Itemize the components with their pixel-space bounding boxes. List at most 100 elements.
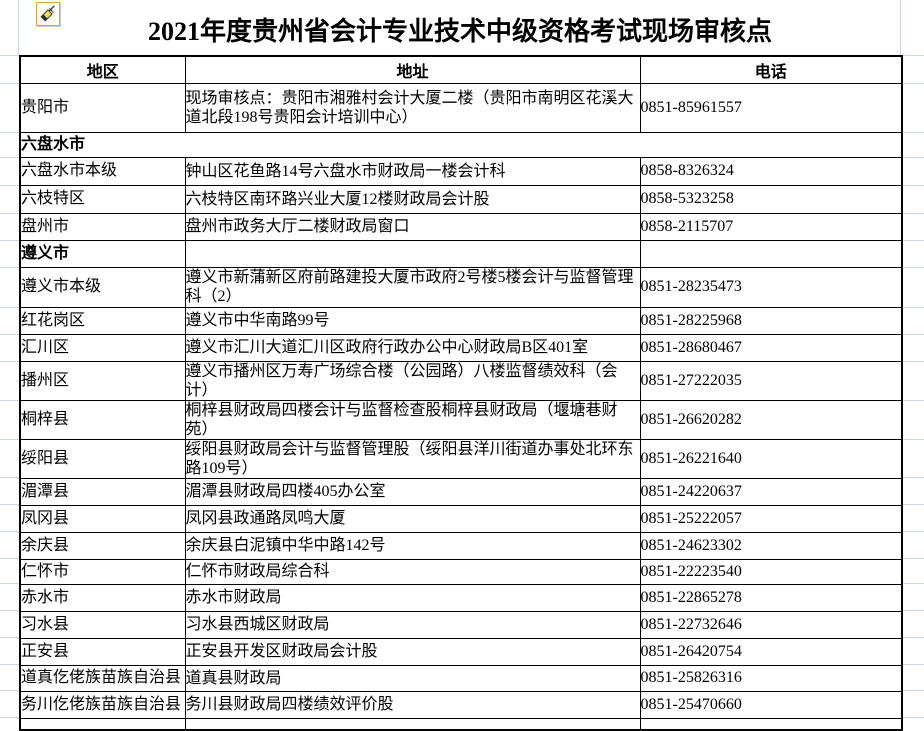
address-cell[interactable]: 务川县财政局四楼绩效评价股 [184, 690, 641, 719]
review-points-table: 地区 地址 电话 贵阳市 现场审核点：贵阳市湘雅村会计大厦二楼（贵阳市南明区花溪大… [19, 55, 903, 731]
gridline [903, 690, 924, 691]
region-cell[interactable]: 红花岗区 [19, 306, 186, 335]
gridline [0, 558, 19, 559]
region-cell[interactable]: 赤水市 [19, 583, 186, 612]
gridline [0, 83, 19, 84]
gridline [0, 334, 19, 335]
region-cell[interactable]: 遵义市 [19, 239, 186, 268]
table-row: 余庆县 余庆县白泥镇中华中路142号 0851-24623302 [19, 531, 903, 560]
table-row: 湄潭县 湄潭县财政局四楼405办公室 0851-24220637 [19, 477, 903, 506]
phone-cell[interactable]: 0851-22732646 [639, 610, 903, 639]
region-cell[interactable]: 湄潭县 [19, 477, 186, 506]
phone-cell[interactable]: 0851-28225968 [639, 306, 903, 335]
address-cell[interactable]: 赤水市财政局 [184, 583, 641, 612]
region-cell[interactable]: 仁怀市 [19, 558, 186, 585]
address-cell[interactable]: 仁怀市财政局综合科 [184, 558, 641, 585]
phone-cell[interactable]: 0851-22223540 [639, 558, 903, 585]
phone-cell[interactable]: 0858-5323258 [639, 184, 903, 214]
region-cell[interactable]: 凤冈县 [19, 504, 186, 533]
address-cell[interactable]: 凤冈县政通路凤鸣大厦 [184, 504, 641, 533]
gridline [903, 185, 924, 186]
region-cell[interactable]: 习水县 [19, 610, 186, 639]
phone-cell[interactable]: 0851-28235473 [639, 266, 903, 308]
table-row: 红花岗区 遵义市中华南路99号 0851-28225968 [19, 306, 903, 335]
gridline [0, 690, 19, 691]
phone-cell[interactable]: 0858-2115707 [639, 212, 903, 241]
region-cell[interactable]: 汇川区 [19, 333, 186, 362]
region-cell[interactable]: 绥阳县 [19, 438, 186, 479]
table-row: 盘州市 盘州市政务大厅二楼财政局窗口 0858-2115707 [19, 212, 903, 241]
section-label[interactable]: 六盘水市 [19, 131, 903, 158]
gridline [903, 240, 924, 241]
address-cell[interactable]: 遵义市新蒲新区府前路建投大厦市政府2号楼5楼会计与监督管理科（2） [184, 266, 641, 308]
phone-cell[interactable]: 0851-25222057 [639, 504, 903, 533]
address-cell[interactable]: 绥阳县财政局会计与监督管理股（绥阳县洋川街道办事处北环东路109号） [184, 438, 641, 479]
empty-cell[interactable] [184, 717, 641, 731]
gridline [0, 400, 19, 401]
address-cell[interactable]: 道真县财政局 [184, 664, 641, 692]
gridline [903, 400, 924, 401]
phone-cell[interactable]: 0851-85961557 [639, 82, 903, 133]
gridline [903, 132, 924, 133]
address-cell[interactable]: 现场审核点：贵阳市湘雅村会计大厦二楼（贵阳市南明区花溪大道北段198号贵阳会计培… [184, 82, 641, 133]
address-cell[interactable]: 习水县西城区财政局 [184, 610, 641, 639]
address-cell[interactable]: 钟山区花鱼路14号六盘水市财政局一楼会计科 [184, 156, 641, 186]
phone-cell[interactable]: 0851-25470660 [639, 690, 903, 719]
column-header-address[interactable]: 地址 [184, 55, 641, 84]
gridline [0, 132, 19, 133]
phone-cell[interactable]: 0851-26420754 [639, 637, 903, 666]
region-cell[interactable]: 贵阳市 [19, 82, 186, 133]
address-cell[interactable]: 桐梓县财政局四楼会计与监督检查股桐梓县财政局（堰塘巷财苑） [184, 399, 641, 440]
address-cell[interactable]: 六枝特区南环路兴业大厦12楼财政局会计股 [184, 184, 641, 214]
region-cell[interactable]: 桐梓县 [19, 399, 186, 440]
gridline [903, 361, 924, 362]
table-row: 赤水市 赤水市财政局 0851-22865278 [19, 583, 903, 612]
gridline [0, 583, 19, 584]
phone-cell[interactable]: 0851-26221640 [639, 438, 903, 479]
phone-cell[interactable] [639, 239, 903, 268]
phone-cell[interactable]: 0851-26620282 [639, 399, 903, 440]
gridline [0, 361, 19, 362]
table-row: 播州区 遵义市播州区万寿广场综合楼（公园路）八楼监督绩效科（会计） 0851-272… [19, 360, 903, 401]
gridline [903, 83, 924, 84]
table-row: 凤冈县 凤冈县政通路凤鸣大厦 0851-25222057 [19, 504, 903, 533]
address-cell[interactable]: 正安县开发区财政局会计股 [184, 637, 641, 666]
address-cell[interactable]: 遵义市汇川大道汇川区政府行政办公中心财政局B区401室 [184, 333, 641, 362]
format-painter-brush-icon[interactable] [36, 2, 60, 26]
gridline [903, 717, 924, 718]
phone-cell[interactable]: 0851-24220637 [639, 477, 903, 506]
address-cell[interactable]: 遵义市中华南路99号 [184, 306, 641, 335]
gridline [903, 583, 924, 584]
phone-cell[interactable]: 0851-27222035 [639, 360, 903, 401]
gridline [0, 213, 19, 214]
column-header-phone[interactable]: 电话 [639, 55, 903, 84]
gridline [903, 558, 924, 559]
phone-cell[interactable]: 0851-28680467 [639, 333, 903, 362]
region-cell[interactable]: 正安县 [19, 637, 186, 666]
region-cell[interactable]: 播州区 [19, 360, 186, 401]
empty-cell[interactable] [19, 717, 186, 731]
gridline [903, 334, 924, 335]
address-cell[interactable]: 盘州市政务大厅二楼财政局窗口 [184, 212, 641, 241]
region-cell[interactable]: 盘州市 [19, 212, 186, 241]
region-cell[interactable]: 道真仡佬族苗族自治县 [19, 664, 186, 692]
phone-cell[interactable]: 0851-25826316 [639, 664, 903, 692]
column-header-region[interactable]: 地区 [19, 55, 186, 84]
region-cell[interactable]: 六枝特区 [19, 184, 186, 214]
phone-cell[interactable]: 0858-8326324 [639, 156, 903, 186]
table-row: 遵义市本级 遵义市新蒲新区府前路建投大厦市政府2号楼5楼会计与监督管理科（2） 08… [19, 266, 903, 308]
region-cell[interactable]: 遵义市本级 [19, 266, 186, 308]
phone-cell[interactable]: 0851-22865278 [639, 583, 903, 612]
address-cell[interactable] [184, 239, 641, 268]
phone-cell[interactable]: 0851-24623302 [639, 531, 903, 560]
empty-cell[interactable] [639, 717, 903, 731]
region-cell[interactable]: 余庆县 [19, 531, 186, 560]
address-cell[interactable]: 湄潭县财政局四楼405办公室 [184, 477, 641, 506]
header-row: 地区 地址 电话 [19, 55, 903, 84]
address-cell[interactable]: 遵义市播州区万寿广场综合楼（公园路）八楼监督绩效科（会计） [184, 360, 641, 401]
review-points-table-body: 贵阳市 现场审核点：贵阳市湘雅村会计大厦二楼（贵阳市南明区花溪大道北段198号贵阳… [19, 82, 903, 731]
region-cell[interactable]: 六盘水市本级 [19, 156, 186, 186]
address-cell[interactable]: 余庆县白泥镇中华中路142号 [184, 531, 641, 560]
region-cell[interactable]: 务川仡佬族苗族自治县 [19, 690, 186, 719]
